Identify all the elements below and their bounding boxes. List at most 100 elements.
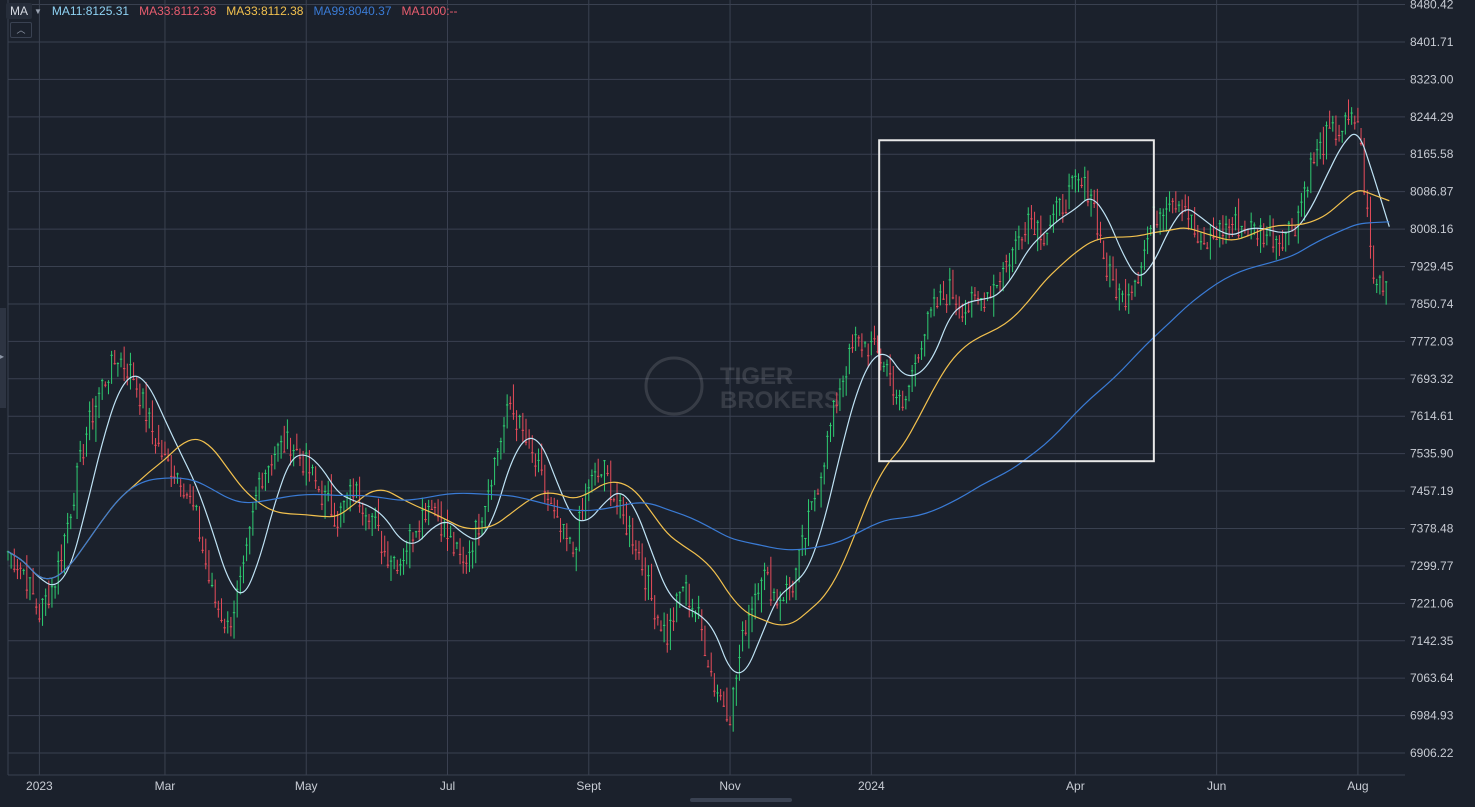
candle-up xyxy=(323,485,327,519)
candle-up xyxy=(870,331,873,356)
candle-up xyxy=(405,540,408,565)
candle-down xyxy=(860,333,864,358)
candle-up xyxy=(242,555,245,584)
candle-up xyxy=(518,414,521,429)
candle-up xyxy=(210,572,214,588)
candle-down xyxy=(728,716,732,726)
candle-down xyxy=(1099,221,1102,243)
candle-down xyxy=(1174,191,1178,213)
timeline-scroll-handle[interactable] xyxy=(690,798,792,802)
candle-down xyxy=(722,691,725,707)
y-tick-label: 6906.22 xyxy=(1410,746,1454,760)
candle-down xyxy=(424,502,427,523)
caret-down-icon[interactable]: ▼ xyxy=(34,6,42,16)
candle-down xyxy=(942,280,945,300)
y-tick-label: 7063.64 xyxy=(1410,671,1454,685)
candle-up xyxy=(499,437,503,460)
x-tick-label: 2024 xyxy=(858,779,885,793)
candle-down xyxy=(377,498,380,532)
candle-up xyxy=(691,598,694,618)
legend-item: MA1000:-- xyxy=(401,4,458,18)
candle-down xyxy=(612,497,616,503)
x-tick-label: Mar xyxy=(155,779,176,793)
candle-up xyxy=(1268,215,1272,237)
candle-up xyxy=(399,558,402,576)
candle-up xyxy=(747,604,751,649)
time-axis[interactable]: 2023 Mar May Jul Sept Nov 2024 Apr Jun Aug xyxy=(26,779,1369,793)
candle-up xyxy=(53,585,57,599)
candle-down xyxy=(1293,225,1297,237)
candle-up xyxy=(339,502,342,528)
candle-up xyxy=(267,465,270,484)
candle-down xyxy=(289,437,292,466)
candle-down xyxy=(135,377,138,398)
candle-down xyxy=(1334,115,1338,146)
candle-down xyxy=(1155,210,1159,228)
candle-down xyxy=(744,620,747,636)
candle-down xyxy=(1064,199,1068,214)
candle-down xyxy=(182,483,186,499)
candle-down xyxy=(113,350,116,365)
y-tick-label: 7929.45 xyxy=(1410,260,1454,274)
candle-down xyxy=(1312,152,1316,165)
candle-up xyxy=(79,440,82,462)
candle-up xyxy=(1303,181,1306,221)
candle-down xyxy=(666,613,669,653)
y-tick-label: 8086.87 xyxy=(1410,185,1454,199)
candle-down xyxy=(1347,99,1350,125)
candle-up xyxy=(600,474,603,478)
highlight-box-group xyxy=(878,139,1155,463)
candle-up xyxy=(248,526,251,555)
candle-down xyxy=(873,325,876,345)
y-tick-label: 7299.77 xyxy=(1410,559,1454,573)
candle-up xyxy=(226,611,229,634)
candle-up xyxy=(757,583,760,601)
candle-up xyxy=(763,562,766,591)
candle-up xyxy=(926,311,930,340)
candle-up xyxy=(885,359,889,377)
candle-up xyxy=(801,524,804,556)
candle-up xyxy=(537,448,540,473)
candle-up xyxy=(813,490,817,512)
candle-down xyxy=(835,392,838,414)
candle-up xyxy=(392,555,396,570)
candle-down xyxy=(1023,222,1027,242)
candle-up xyxy=(1331,115,1334,132)
candle-up xyxy=(1319,132,1322,160)
candle-up xyxy=(100,378,104,400)
candle-down xyxy=(1061,194,1065,223)
y-tick-label: 6984.93 xyxy=(1410,709,1454,723)
candle-up xyxy=(141,388,145,409)
candle-up xyxy=(1177,201,1181,213)
candle-down xyxy=(650,563,653,601)
indicator-select[interactable]: MA xyxy=(6,3,32,19)
candle-down xyxy=(998,272,1002,292)
candle-up xyxy=(232,600,236,639)
candle-up xyxy=(929,307,933,318)
candle-up xyxy=(1259,218,1262,253)
candle-down xyxy=(38,603,41,623)
candle-down xyxy=(1278,235,1281,256)
candle-down xyxy=(1227,218,1231,239)
candle-up xyxy=(618,494,622,519)
candle-up xyxy=(490,479,493,500)
candle-down xyxy=(298,448,302,467)
candle-down xyxy=(198,506,201,542)
candle-down xyxy=(440,501,443,542)
candle-down xyxy=(1039,215,1043,251)
candle-down xyxy=(411,532,415,553)
collapse-legend-button[interactable]: ︿ xyxy=(10,22,32,38)
candle-up xyxy=(669,608,672,651)
candle-up xyxy=(1083,166,1086,201)
candle-up xyxy=(85,426,88,457)
candle-up xyxy=(414,530,418,538)
candle-down xyxy=(543,464,547,503)
candle-up xyxy=(1190,214,1193,230)
candle-down xyxy=(104,381,107,388)
side-panel-toggle[interactable]: ▸ xyxy=(0,308,6,408)
candle-down xyxy=(1322,126,1325,165)
price-axis[interactable]: 8480.42 8401.71 8323.00 8244.29 8165.58 8086.… xyxy=(1410,0,1454,760)
candle-down xyxy=(19,562,22,580)
candle-down xyxy=(458,538,462,565)
